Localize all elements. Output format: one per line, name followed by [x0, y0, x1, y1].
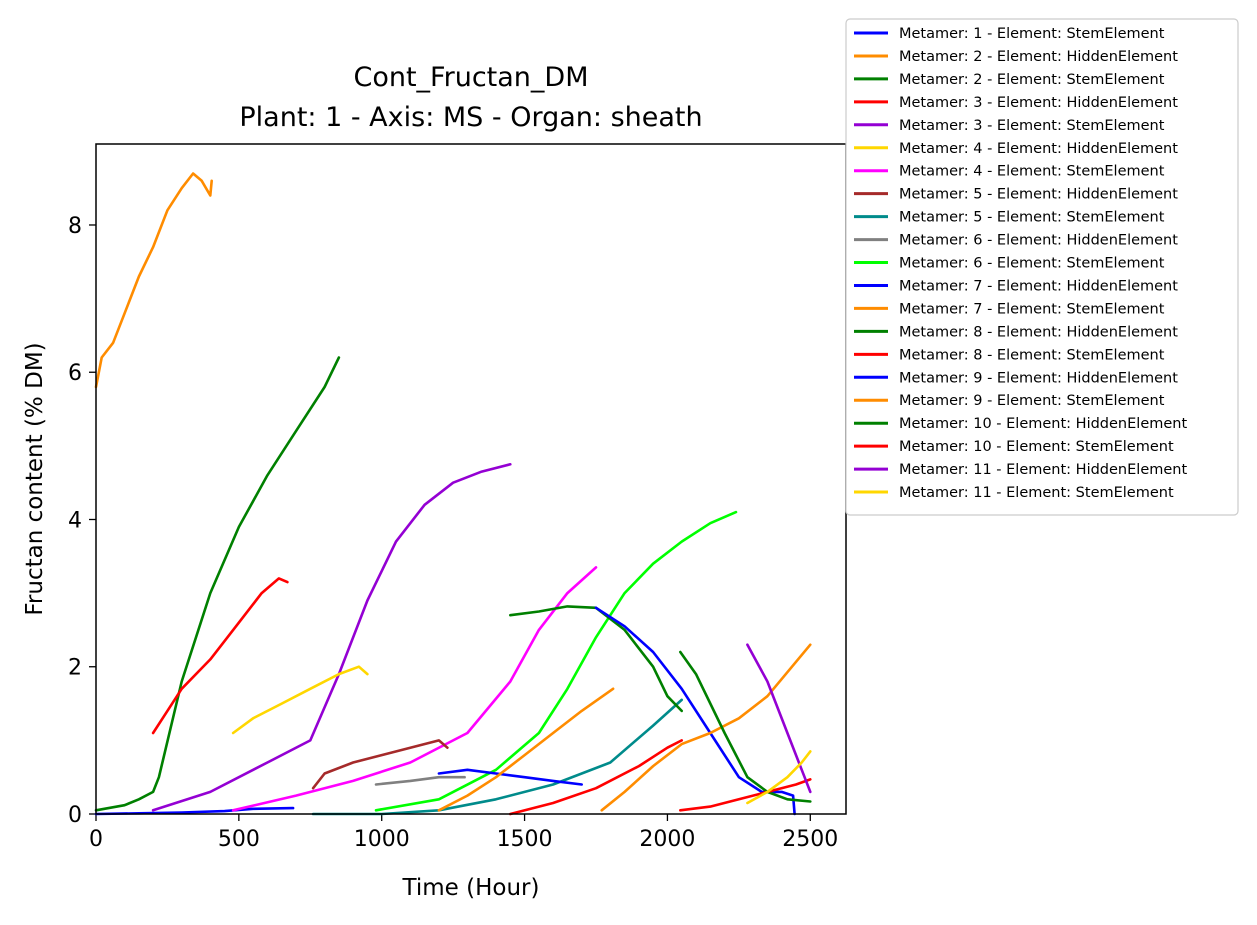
legend-entry-label: Metamer: 2 - Element: HiddenElement	[899, 49, 1178, 65]
series-line-14	[508, 605, 684, 713]
series-line-6	[231, 665, 369, 735]
legend-entry-label: Metamer: 8 - Element: StemElement	[899, 347, 1165, 363]
series-line-4	[151, 577, 289, 735]
legend-entry-label: Metamer: 3 - Element: HiddenElement	[899, 95, 1178, 111]
x-tick-label: 1000	[354, 827, 410, 852]
x-axis-label: Time (Hour)	[402, 875, 540, 901]
legend-entry-label: Metamer: 11 - Element: StemElement	[899, 485, 1174, 501]
y-axis-label: Fructan content (% DM)	[22, 342, 48, 615]
legend-entry-label: Metamer: 3 - Element: StemElement	[899, 118, 1165, 134]
legend-entry-label: Metamer: 11 - Element: HiddenElement	[899, 462, 1187, 478]
series-line-21	[746, 750, 812, 805]
chart-title: Cont_Fructan_DM	[353, 62, 588, 93]
plot-area-frame	[95, 143, 847, 815]
y-tick-label: 6	[68, 361, 82, 386]
legend-entry-label: Metamer: 4 - Element: HiddenElement	[899, 141, 1178, 157]
series-line-20	[746, 643, 812, 794]
chart-subtitle: Plant: 1 - Axis: MS - Organ: sheath	[239, 102, 702, 133]
y-tick-label: 4	[68, 508, 82, 533]
x-tick-label: 1500	[497, 827, 553, 852]
axis-ticks: 0 500 1000 1500 2000 2500 0 2 4 6 8	[68, 214, 838, 852]
series-line-1	[94, 806, 295, 816]
legend-entry-label: Metamer: 5 - Element: HiddenElement	[899, 187, 1178, 203]
series-line-19	[678, 778, 812, 812]
series-line-8	[311, 739, 449, 790]
legend-entry-label: Metamer: 6 - Element: StemElement	[899, 256, 1165, 272]
series-line-5	[151, 462, 512, 812]
legend-entry-label: Metamer: 6 - Element: HiddenElement	[899, 233, 1178, 249]
series-line-12	[437, 768, 584, 786]
legend-box	[845, 18, 1239, 516]
legend-entry-label: Metamer: 5 - Element: StemElement	[899, 210, 1165, 226]
series-line-16	[594, 606, 796, 816]
legend-entry-label: Metamer: 4 - Element: StemElement	[899, 164, 1165, 180]
legend-entry-label: Metamer: 8 - Element: HiddenElement	[899, 324, 1178, 340]
legend-entry-label: Metamer: 10 - Element: HiddenElement	[899, 416, 1187, 432]
x-tick-label: 0	[89, 827, 103, 852]
x-tick-label: 2000	[639, 827, 695, 852]
plot-lines	[94, 172, 812, 816]
legend-entry-label: Metamer: 9 - Element: HiddenElement	[899, 370, 1178, 386]
series-line-2	[94, 172, 213, 389]
legend-entry-label: Metamer: 7 - Element: StemElement	[899, 301, 1165, 317]
series-line-18	[678, 650, 812, 803]
y-tick-label: 0	[68, 803, 82, 828]
legend-entry-label: Metamer: 2 - Element: StemElement	[899, 72, 1165, 88]
legend-entry-label: Metamer: 7 - Element: HiddenElement	[899, 278, 1178, 294]
series-line-13	[437, 687, 615, 812]
y-tick-label: 2	[68, 656, 82, 681]
series-line-7	[231, 566, 598, 812]
x-tick-label: 2500	[782, 827, 838, 852]
y-tick-label: 8	[68, 214, 82, 239]
series-line-9	[311, 698, 684, 816]
legend-entry-label: Metamer: 10 - Element: StemElement	[899, 439, 1174, 455]
series-line-17	[600, 643, 812, 812]
x-tick-label: 500	[218, 827, 260, 852]
series-line-15	[508, 739, 684, 816]
series-line-10	[374, 775, 466, 786]
legend: Metamer: 1 - Element: StemElement Metamer…	[845, 18, 1239, 516]
legend-entry-label: Metamer: 1 - Element: StemElement	[899, 26, 1165, 42]
legend-entry-label: Metamer: 9 - Element: StemElement	[899, 393, 1165, 409]
series-line-11	[374, 510, 738, 812]
series-line-3	[94, 356, 341, 812]
